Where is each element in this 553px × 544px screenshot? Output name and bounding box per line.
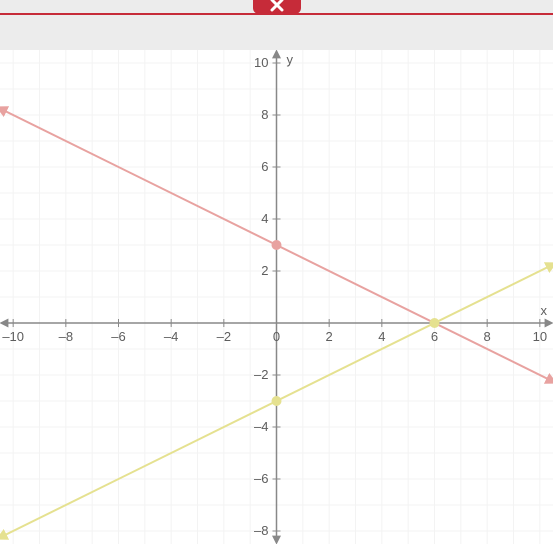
chart-svg: –10 –8 –6 –4 –2 0 2 4 6 8 10 –8 –6 –4 –2 2 4 6 8 10 x y [0,50,553,544]
svg-text:x: x [541,303,548,318]
svg-text:10: 10 [254,55,268,70]
svg-text:–2: –2 [217,329,231,344]
svg-text:–8: –8 [59,329,73,344]
svg-text:0: 0 [273,329,280,344]
svg-text:–6: –6 [254,471,268,486]
svg-text:4: 4 [261,211,268,226]
svg-text:8: 8 [484,329,491,344]
line-yellow-marker [430,318,440,328]
svg-text:8: 8 [261,107,268,122]
coordinate-chart: –10 –8 –6 –4 –2 0 2 4 6 8 10 –8 –6 –4 –2 2 4 6 8 10 x y [0,50,553,544]
close-icon [269,0,285,13]
svg-text:–4: –4 [254,419,268,434]
svg-text:–2: –2 [254,367,268,382]
header-bar [0,0,553,50]
svg-text:2: 2 [261,263,268,278]
svg-text:10: 10 [533,329,547,344]
svg-text:6: 6 [431,329,438,344]
svg-text:–4: –4 [164,329,178,344]
header-top-strip [0,0,553,15]
svg-text:6: 6 [261,159,268,174]
header-spacer [0,15,553,50]
svg-text:–8: –8 [254,523,268,538]
svg-text:2: 2 [326,329,333,344]
close-button[interactable] [253,0,301,14]
svg-text:–6: –6 [111,329,125,344]
line-yellow-marker [272,396,282,406]
line-red-marker [272,240,282,250]
svg-text:y: y [287,52,294,67]
svg-text:–10: –10 [2,329,24,344]
svg-text:4: 4 [378,329,385,344]
